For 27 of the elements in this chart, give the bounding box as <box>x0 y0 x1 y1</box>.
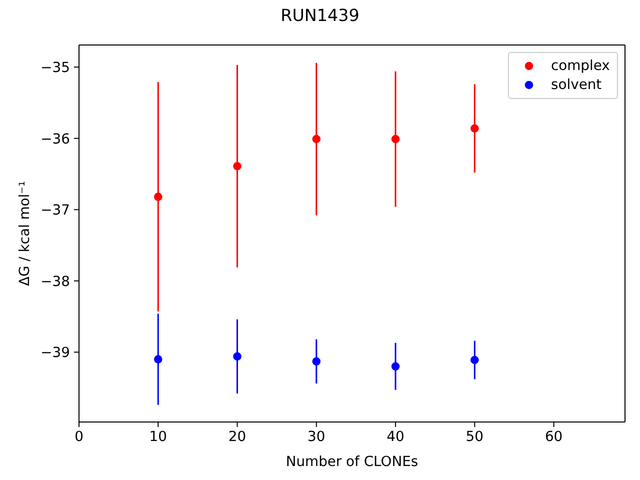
point <box>470 124 479 133</box>
point <box>470 356 479 364</box>
x-tick-label: 0 <box>74 428 84 445</box>
x-tick-label: 10 <box>149 428 167 445</box>
x-tick-label: 30 <box>308 428 326 445</box>
point <box>154 192 162 201</box>
y-tick-label: −36 <box>40 131 70 148</box>
point <box>233 352 242 361</box>
chart-title: RUN1439 <box>280 5 360 25</box>
point <box>154 355 162 364</box>
x-tick-label: 20 <box>228 428 246 445</box>
x-tick-label: 50 <box>466 428 484 445</box>
y-tick-label: −38 <box>40 274 70 290</box>
point <box>312 134 321 144</box>
legend-label: solvent <box>551 77 602 94</box>
point <box>391 134 400 144</box>
y-tick-label: −39 <box>40 345 70 362</box>
x-tick-label: 40 <box>386 428 404 445</box>
point <box>391 362 400 371</box>
x-tick-label: 60 <box>544 428 563 445</box>
point <box>312 357 321 366</box>
point <box>233 162 242 170</box>
x-axis-title: Number of CLONEs <box>286 454 418 470</box>
y-tick-label: −37 <box>40 202 70 219</box>
legend-label: complex <box>551 58 610 74</box>
y-axis-title: ΔG / kcal mol⁻¹ <box>17 180 33 286</box>
y-tick-label: −35 <box>40 60 70 76</box>
